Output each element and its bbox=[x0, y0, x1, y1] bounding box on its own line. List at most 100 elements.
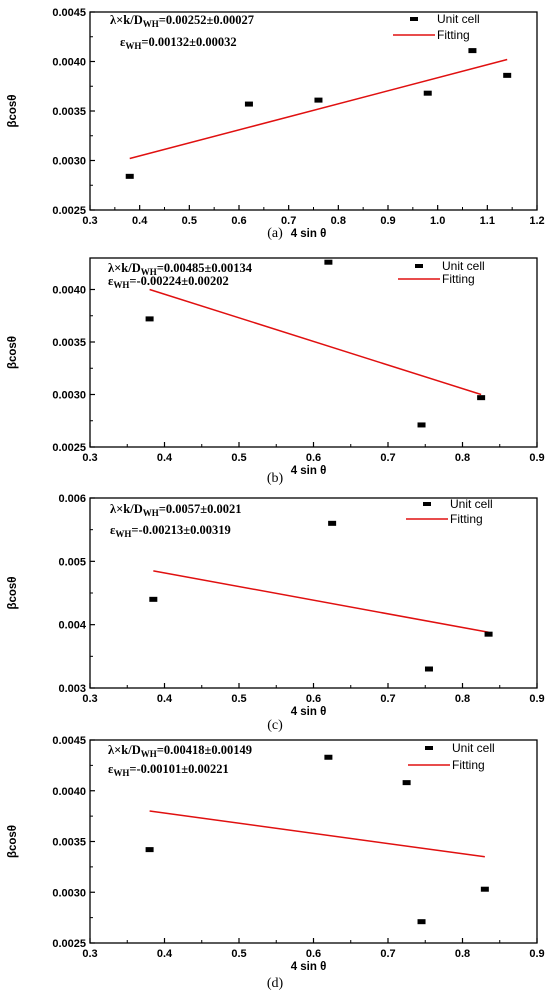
y-tick-label: 0.0035 bbox=[52, 106, 86, 118]
y-tick-label: 0.0025 bbox=[52, 205, 86, 217]
legend-label-fitting: Fitting bbox=[452, 758, 485, 772]
y-tick-label: 0.0030 bbox=[52, 390, 86, 402]
data-point bbox=[417, 422, 426, 428]
x-tick-label: 0.7 bbox=[380, 693, 395, 705]
y-tick-label: 0.0025 bbox=[52, 938, 86, 950]
annotation-crystallite: λ×k/DWH=0.00252±0.00027 bbox=[110, 13, 254, 29]
y-tick-label: 0.005 bbox=[58, 556, 86, 568]
x-axis-label: 4 sin θ bbox=[291, 228, 327, 240]
x-tick-label: 0.9 bbox=[380, 215, 395, 227]
x-tick-label: 0.6 bbox=[306, 452, 321, 464]
panel-caption: (b) bbox=[267, 471, 284, 486]
x-tick-label: 1.2 bbox=[529, 215, 544, 227]
y-tick-label: 0.0045 bbox=[52, 735, 86, 747]
annotation-strain: εWH=-0.00213±0.00319 bbox=[110, 523, 231, 539]
y-tick-label: 0.004 bbox=[58, 620, 86, 632]
y-tick-label: 0.0030 bbox=[52, 887, 86, 899]
x-tick-label: 0.8 bbox=[331, 215, 346, 227]
legend-marker-unit-cell bbox=[415, 264, 423, 268]
chart-panel-a: 0.3 0.4 0.5 0.6 0.7 0.8 0.9 1.0 1.1 1.2 0.0025 0.00… bbox=[7, 7, 545, 241]
y-tick-label: 0.0040 bbox=[52, 285, 86, 297]
data-point bbox=[503, 72, 512, 78]
chart-panel-b: 0.3 0.4 0.5 0.6 0.7 0.8 0.9 0.0025 0.0030 0.0035 0… bbox=[7, 257, 545, 486]
x-tick-label: 0.8 bbox=[455, 948, 470, 960]
x-tick-label: 0.5 bbox=[231, 693, 246, 705]
x-tick-label: 0.3 bbox=[82, 215, 97, 227]
legend-label-unit-cell: Unit cell bbox=[442, 259, 485, 273]
x-tick-label: 0.7 bbox=[380, 948, 395, 960]
y-axis-label: βcosθ bbox=[7, 336, 19, 369]
data-point bbox=[417, 919, 426, 925]
x-tick-label: 0.4 bbox=[132, 215, 148, 227]
x-tick-label: 0.5 bbox=[231, 452, 246, 464]
data-point bbox=[125, 173, 134, 179]
data-point bbox=[314, 97, 323, 103]
data-point bbox=[424, 666, 433, 672]
y-tick-label: 0.0045 bbox=[52, 7, 86, 19]
data-point bbox=[402, 780, 411, 786]
x-tick-label: 0.7 bbox=[380, 452, 395, 464]
x-tick-label: 0.6 bbox=[306, 948, 321, 960]
data-point bbox=[145, 316, 154, 322]
annotation-strain: εWH=-0.00224±0.00202 bbox=[108, 274, 229, 290]
legend-label-fitting: Fitting bbox=[442, 272, 475, 286]
legend-marker-unit-cell bbox=[410, 17, 418, 21]
x-tick-label: 0.3 bbox=[82, 452, 97, 464]
data-point bbox=[480, 886, 489, 892]
x-tick-label: 0.9 bbox=[529, 948, 544, 960]
x-tick-label: 0.8 bbox=[455, 693, 470, 705]
x-tick-label: 0.5 bbox=[231, 948, 246, 960]
x-tick-label: 0.9 bbox=[529, 693, 544, 705]
data-point bbox=[328, 520, 337, 526]
panel-caption: (a) bbox=[267, 226, 283, 241]
y-tick-label: 0.0035 bbox=[52, 337, 86, 349]
fitting-line bbox=[149, 288, 482, 396]
y-tick-label: 0.0035 bbox=[52, 837, 86, 849]
fitting-line bbox=[149, 810, 485, 858]
x-tick-label: 0.8 bbox=[455, 452, 470, 464]
y-tick-label: 0.003 bbox=[58, 683, 86, 695]
x-tick-label: 0.7 bbox=[281, 215, 296, 227]
annotation-crystallite: λ×k/DWH=0.00485±0.00134 bbox=[108, 261, 253, 277]
panel-caption: (d) bbox=[267, 976, 284, 991]
annotation-crystallite: λ×k/DWH=0.0057±0.0021 bbox=[110, 502, 241, 518]
legend-marker-unit-cell bbox=[425, 746, 433, 750]
data-point bbox=[477, 395, 486, 401]
y-tick-label: 0.006 bbox=[58, 493, 86, 505]
y-tick-label: 0.0025 bbox=[52, 442, 86, 454]
x-tick-label: 0.4 bbox=[157, 693, 173, 705]
x-tick-label: 0.9 bbox=[529, 452, 544, 464]
x-tick-label: 0.3 bbox=[82, 948, 97, 960]
chart-panel-c: 0.3 0.4 0.5 0.6 0.7 0.8 0.9 0.003 0.004 0.005 0.00… bbox=[7, 493, 545, 733]
fitting-line bbox=[153, 570, 489, 634]
y-tick-label: 0.0030 bbox=[52, 156, 86, 168]
annotation-crystallite: λ×k/DWH=0.00418±0.00149 bbox=[108, 743, 252, 759]
x-tick-label: 0.6 bbox=[306, 693, 321, 705]
x-axis-label: 4 sin θ bbox=[291, 465, 327, 477]
panel-caption: (c) bbox=[267, 718, 283, 733]
x-tick-label: 0.5 bbox=[182, 215, 197, 227]
data-point bbox=[324, 259, 333, 265]
x-tick-label: 1.1 bbox=[480, 215, 495, 227]
x-tick-label: 0.3 bbox=[82, 693, 97, 705]
data-point bbox=[149, 596, 158, 602]
y-axis-label: βcosθ bbox=[7, 576, 19, 609]
x-axis-label: 4 sin θ bbox=[291, 706, 327, 718]
data-point bbox=[468, 48, 477, 54]
x-tick-label: 1.0 bbox=[430, 215, 445, 227]
chart-panel-d: 0.3 0.4 0.5 0.6 0.7 0.8 0.9 0.0025 0.0030 0.0035 0… bbox=[7, 735, 545, 991]
legend-marker-unit-cell bbox=[423, 502, 431, 506]
y-axis-label: βcosθ bbox=[7, 94, 19, 127]
legend-label-unit-cell: Unit cell bbox=[437, 12, 480, 26]
data-point bbox=[145, 847, 154, 853]
x-tick-label: 0.6 bbox=[231, 215, 246, 227]
x-tick-label: 0.4 bbox=[157, 452, 173, 464]
legend-label-fitting: Fitting bbox=[450, 512, 483, 526]
x-tick-label: 0.4 bbox=[157, 948, 173, 960]
x-axis-label: 4 sin θ bbox=[291, 961, 327, 973]
legend-label-fitting: Fitting bbox=[437, 28, 470, 42]
